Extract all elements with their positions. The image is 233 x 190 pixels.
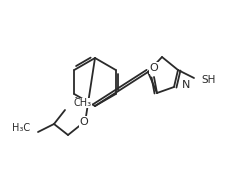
Text: CH₃: CH₃ bbox=[73, 98, 91, 108]
Text: N: N bbox=[182, 80, 190, 90]
Text: H₃C: H₃C bbox=[12, 123, 30, 133]
Text: SH: SH bbox=[201, 75, 215, 85]
Text: O: O bbox=[80, 117, 88, 127]
Text: O: O bbox=[150, 63, 158, 73]
